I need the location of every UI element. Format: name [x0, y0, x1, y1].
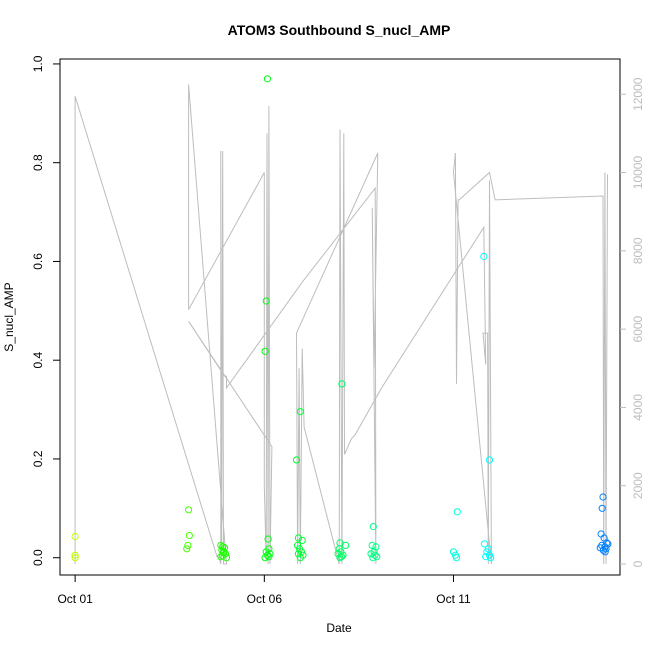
- data-point: [452, 554, 461, 562]
- data-point: [263, 551, 271, 559]
- y-tick-label: 0.8: [31, 154, 45, 171]
- data-point: [298, 536, 306, 545]
- y2-tick-label: 4000: [631, 394, 645, 421]
- x-axis: Oct 01 Oct 06 Oct 11: [57, 575, 471, 606]
- data-point: [220, 548, 228, 556]
- y2-tick-label: 10000: [631, 156, 645, 190]
- data-point: [183, 545, 191, 553]
- data-point: [599, 493, 607, 501]
- data-point: [264, 535, 272, 543]
- data-point: [292, 456, 301, 464]
- data-point: [185, 531, 193, 540]
- data-point: [262, 297, 270, 305]
- data-point: [485, 456, 494, 464]
- data-point: [598, 504, 606, 512]
- data-point: [369, 554, 377, 562]
- data-point: [480, 252, 488, 261]
- data-point: [367, 550, 375, 558]
- y-tick-label: 0.2: [31, 450, 45, 467]
- data-point: [184, 541, 192, 550]
- data-point: [336, 554, 344, 562]
- y2-tick-label: 0: [631, 560, 645, 567]
- data-point: [599, 546, 608, 554]
- data-point: [369, 523, 377, 531]
- y-tick-label: 0.4: [31, 352, 45, 369]
- data-point: [222, 554, 231, 562]
- data-point: [296, 408, 304, 416]
- y-tick-label: 0.6: [31, 253, 45, 270]
- data-point: [294, 550, 302, 558]
- data-point: [261, 554, 269, 562]
- y2-tick-label: 12000: [631, 77, 645, 111]
- data-point: [296, 554, 304, 562]
- data-point: [453, 508, 461, 516]
- y-axis: 0.0 0.2 0.4 0.6 0.8 1.0: [31, 55, 60, 566]
- x-tick-label: Oct 01: [57, 592, 93, 606]
- data-point: [449, 548, 458, 556]
- scatter-points: [71, 75, 612, 562]
- data-point: [71, 554, 79, 562]
- data-point: [480, 540, 489, 548]
- data-point: [601, 548, 609, 556]
- data-point: [368, 541, 376, 550]
- data-point: [342, 541, 350, 550]
- data-point: [373, 553, 381, 561]
- y2-axis: 0 2000 4000 6000 8000 10000 12000: [620, 77, 645, 567]
- y2-tick-label: 8000: [631, 237, 645, 264]
- data-point: [338, 380, 346, 388]
- y-tick-label: 1.0: [31, 55, 45, 72]
- data-point: [265, 553, 273, 561]
- background-line-series: [74, 84, 608, 565]
- data-point: [294, 534, 302, 542]
- data-point: [487, 554, 495, 562]
- x-tick-label: Oct 06: [247, 592, 283, 606]
- x-tick-label: Oct 11: [436, 592, 471, 606]
- x-axis-label: Date: [326, 621, 352, 635]
- data-point: [337, 553, 346, 561]
- data-point: [263, 75, 271, 83]
- data-point: [482, 553, 490, 561]
- y-axis-label: S_nucl_AMP: [2, 282, 16, 351]
- background-line: [74, 84, 608, 565]
- chart-title: ATOM3 Southbound S_nucl_AMP: [228, 22, 451, 38]
- data-point: [71, 532, 79, 541]
- y2-tick-label: 2000: [631, 472, 645, 499]
- data-point: [294, 541, 302, 550]
- data-point: [185, 506, 193, 514]
- data-point: [71, 551, 79, 559]
- y-tick-label: 0.0: [31, 549, 45, 566]
- y2-tick-label: 6000: [631, 315, 645, 342]
- data-point: [217, 541, 225, 550]
- data-point: [372, 543, 380, 551]
- data-point: [261, 347, 269, 355]
- plot-frame: [59, 58, 621, 576]
